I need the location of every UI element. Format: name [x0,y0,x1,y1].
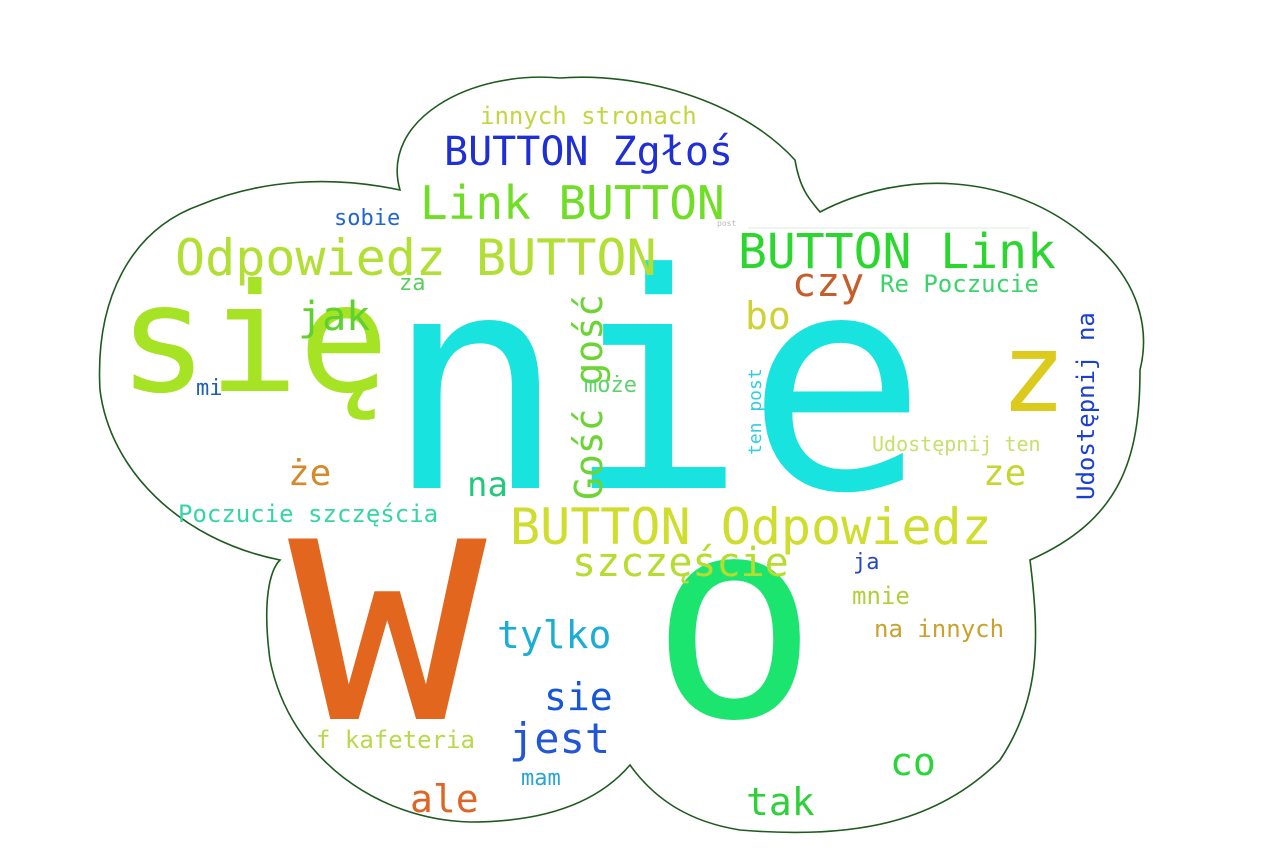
word-ale: ale [410,777,479,821]
word-ze-dotted: że [288,453,332,494]
word-ja: ja [853,550,880,575]
word-ze: ze [983,453,1027,494]
word-moze: może [584,373,637,398]
word-w: w [288,413,487,797]
word-sie-large: się [118,253,389,427]
word-na-innych: na innych [874,615,1005,643]
word-tak: tak [746,780,815,824]
word-innych-stronach: innych stronach [480,102,697,130]
word-sobie: sobie [334,206,401,231]
word-ten-post: ten post [745,368,766,455]
word-button-zglos: BUTTON Zgłoś [444,129,733,175]
word-na: na [467,465,508,505]
word-nie: nie [385,210,927,559]
word-czy: czy [792,260,865,306]
word-mi: mi [196,376,223,401]
word-udostepnij-ten: Udostępnij ten [872,432,1041,456]
word-mam: mam [521,766,561,791]
word-re-poczucie: Re Poczucie [880,270,1039,298]
word-szczescie: szczęście [572,540,789,586]
word-co: co [890,740,936,784]
word-button-link: BUTTON Link [738,224,1056,280]
word-mnie: mnie [852,582,910,610]
word-post-tiny: post [717,219,737,228]
word-f-kafeteria: f kafeteria [316,726,475,754]
word-bo: bo [745,294,791,338]
word-tylko: tylko [497,613,612,657]
word-za: za [399,271,426,296]
word-jest: jest [509,714,611,763]
word-odpowiedz-button: Odpowiedz BUTTON [175,229,657,287]
word-z: z [1000,309,1067,437]
word-poczucie-szczescia: Poczucie szczęścia [178,500,439,528]
word-link-button: Link BUTTON [420,176,725,230]
word-o: o [650,457,819,783]
word-button-odpowiedz: BUTTON Odpowiedz [510,498,992,556]
word-jak: jak [298,294,371,340]
word-sie-small: sie [544,675,613,719]
word-udostepnij-na: Udostępnij na [1072,312,1100,500]
